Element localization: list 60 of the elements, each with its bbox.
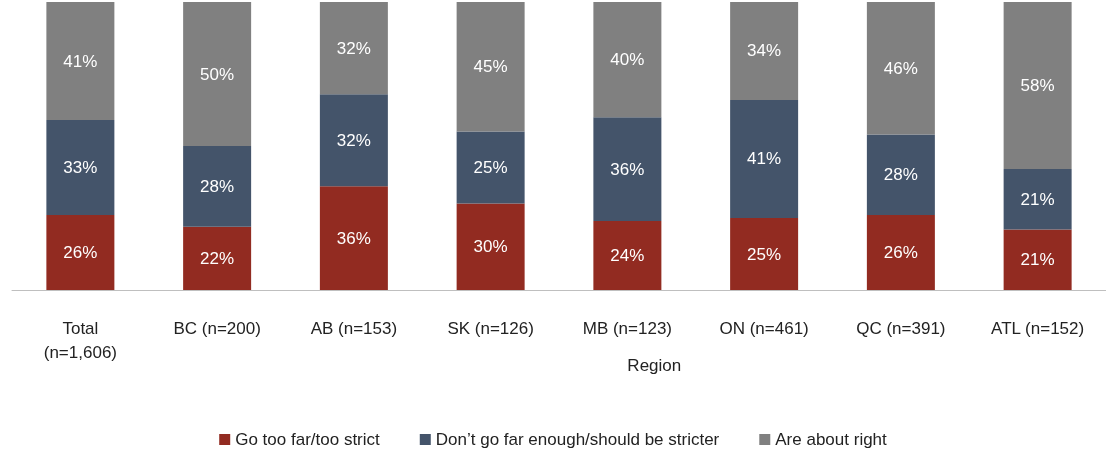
data-label: 26% [63,243,98,263]
data-label: 32% [336,38,371,58]
data-label: 58% [1020,76,1055,96]
x-tick-label: MB (n=123) [582,318,673,338]
data-label: 41% [63,51,98,71]
bar [593,2,662,118]
legend-label: Are about right [775,430,888,449]
bar [46,215,115,290]
data-label: 22% [200,248,235,268]
data-label: 50% [200,64,235,84]
data-label: 30% [473,237,508,257]
bar [183,146,252,227]
x-tick-label: QC (n=391) [856,318,946,338]
x-tick-label: Total (n=1,606) [43,318,117,362]
bar [1003,169,1072,230]
data-label: 26% [883,243,918,263]
bar [456,203,525,290]
x-tick-label: AB (n=153) [310,318,398,338]
data-label: 46% [883,58,918,78]
text: Region [627,356,682,375]
data-label: 34% [747,41,782,61]
data-label: 28% [200,176,235,196]
data-label: 28% [883,165,918,185]
data-label: 33% [63,158,98,178]
bar [866,2,935,135]
data-label: 24% [610,245,645,265]
bar [319,94,388,187]
bar [730,218,799,290]
bar [46,2,115,121]
data-label: 36% [610,159,645,179]
x-tick-label: ATL (n=152) [991,318,1085,338]
bar [730,2,799,100]
bar [319,186,388,290]
bar [866,134,935,216]
data-label: 25% [473,158,508,178]
data-label: 32% [336,130,371,150]
bar [183,226,252,290]
data-label: 45% [473,57,508,77]
bar [456,131,525,204]
bar [730,99,799,218]
bar [1003,229,1072,290]
data-label: 40% [610,50,645,70]
data-label: 25% [747,244,782,264]
bar [593,220,662,290]
data-label: 21% [1020,189,1055,209]
bar [593,117,662,221]
bar [456,2,525,132]
data-label: 36% [336,228,371,248]
x-tick-label: BC (n=200) [173,318,261,338]
bar [866,215,935,290]
x-tick-label: SK (n=126) [447,318,534,338]
legend-label: Don’t go far enough/should be stricter [435,430,720,449]
bar [319,2,388,95]
x-tick-label: ON (n=461) [719,318,809,338]
data-label: 41% [747,149,782,169]
bar [46,120,115,216]
legend-label: Go too far/too strict [235,430,381,449]
data-label: 21% [1020,250,1055,270]
bar [1003,2,1072,170]
bar [183,2,252,146]
